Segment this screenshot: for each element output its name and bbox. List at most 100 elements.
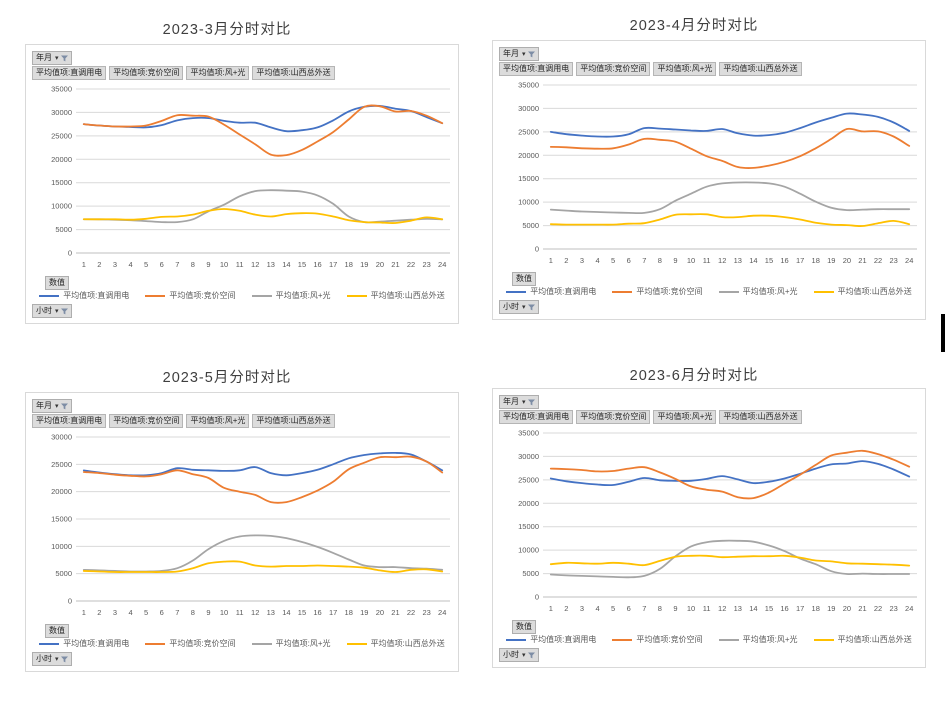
hour-filter-label: 小时	[36, 654, 52, 663]
value-field-button[interactable]: 平均值项:山西总外送	[719, 62, 802, 76]
svg-text:6: 6	[160, 608, 164, 617]
legend-label: 平均值项:风+光	[742, 287, 798, 296]
yearmonth-filter-button[interactable]: 年月 ▾	[499, 395, 539, 409]
value-field-button[interactable]: 平均值项:风+光	[653, 62, 717, 76]
svg-text:21: 21	[858, 256, 866, 265]
value-field-button[interactable]: 平均值项:直调用电	[32, 414, 107, 428]
svg-text:21: 21	[391, 608, 399, 617]
filter-funnel-icon	[527, 651, 535, 658]
svg-text:15000: 15000	[518, 522, 539, 531]
svg-text:14: 14	[749, 256, 757, 265]
legend-line-swatch	[718, 290, 739, 293]
svg-text:25000: 25000	[518, 127, 539, 136]
svg-text:5000: 5000	[522, 569, 539, 578]
filter-funnel-icon	[527, 398, 535, 405]
yearmonth-filter-label: 年月	[36, 53, 52, 62]
chart-legend: 平均值项:直调用电 平均值项:竞价空间 平均值项:风+光 平均值项:山西总外送	[26, 290, 458, 301]
value-field-button[interactable]: 平均值项:竞价空间	[109, 414, 184, 428]
svg-text:14: 14	[282, 608, 290, 617]
svg-text:35000: 35000	[51, 85, 72, 94]
legend-item: 平均值项:直调用电	[39, 638, 129, 649]
svg-text:18: 18	[812, 604, 820, 613]
legend-label: 平均值项:山西总外送	[370, 291, 445, 300]
hour-filter-label: 小时	[503, 650, 519, 659]
legend-item: 平均值项:风+光	[251, 290, 331, 301]
svg-text:10: 10	[687, 256, 695, 265]
yearmonth-filter-button[interactable]: 年月 ▾	[499, 47, 539, 61]
value-field-button[interactable]: 平均值项:山西总外送	[719, 410, 802, 424]
value-field-button[interactable]: 平均值项:竞价空间	[109, 66, 184, 80]
svg-text:17: 17	[329, 608, 337, 617]
chart-title-april: 2023-4月分时对比	[629, 18, 759, 34]
svg-text:4: 4	[595, 256, 599, 265]
hour-filter-label: 小时	[503, 302, 519, 311]
legend-line-swatch	[251, 294, 272, 297]
svg-text:7: 7	[642, 604, 646, 613]
svg-text:21: 21	[858, 604, 866, 613]
chart-title-march: 2023-3月分时对比	[162, 22, 292, 38]
value-field-button[interactable]: 平均值项:竞价空间	[576, 410, 651, 424]
legend-label: 平均值项:山西总外送	[837, 287, 912, 296]
dropdown-caret-icon: ▾	[55, 307, 59, 315]
svg-text:5: 5	[611, 604, 615, 613]
hour-filter-button[interactable]: 小时 ▾	[32, 652, 72, 666]
legend-item: 平均值项:竞价空间	[145, 638, 236, 649]
legend-line-swatch	[251, 642, 272, 645]
svg-text:12: 12	[718, 604, 726, 613]
value-field-button[interactable]: 平均值项:风+光	[653, 410, 717, 424]
value-field-button[interactable]: 平均值项:直调用电	[499, 62, 574, 76]
svg-text:6: 6	[627, 256, 631, 265]
svg-text:25000: 25000	[51, 460, 72, 469]
svg-text:20: 20	[843, 604, 851, 613]
hour-filter-button[interactable]: 小时 ▾	[499, 648, 539, 662]
svg-text:0: 0	[535, 593, 539, 602]
value-field-button[interactable]: 平均值项:竞价空间	[576, 62, 651, 76]
value-field-button[interactable]: 平均值项:风+光	[186, 414, 250, 428]
values-button[interactable]: 数值	[45, 624, 69, 638]
svg-text:9: 9	[673, 604, 677, 613]
svg-text:15000: 15000	[51, 178, 72, 187]
svg-text:2: 2	[97, 608, 101, 617]
value-field-button[interactable]: 平均值项:直调用电	[499, 410, 574, 424]
svg-text:16: 16	[780, 256, 788, 265]
yearmonth-filter-button[interactable]: 年月 ▾	[32, 51, 72, 65]
svg-text:17: 17	[329, 260, 337, 269]
value-field-button[interactable]: 平均值项:山西总外送	[252, 66, 335, 80]
svg-text:16: 16	[780, 604, 788, 613]
legend-label: 平均值项:直调用电	[63, 291, 130, 300]
svg-text:22: 22	[874, 604, 882, 613]
svg-text:18: 18	[345, 608, 353, 617]
svg-text:12: 12	[251, 260, 259, 269]
dropdown-caret-icon: ▾	[522, 50, 526, 58]
svg-text:0: 0	[68, 249, 72, 258]
value-field-button[interactable]: 平均值项:山西总外送	[252, 414, 335, 428]
value-field-button[interactable]: 平均值项:直调用电	[32, 66, 107, 80]
svg-text:14: 14	[749, 604, 757, 613]
filter-funnel-icon	[60, 307, 68, 314]
yearmonth-filter-button[interactable]: 年月 ▾	[32, 399, 72, 413]
legend-item: 平均值项:风+光	[251, 638, 331, 649]
legend-line-swatch	[39, 642, 60, 645]
svg-text:14: 14	[282, 260, 290, 269]
svg-text:7: 7	[642, 256, 646, 265]
svg-text:11: 11	[236, 608, 244, 617]
value-field-button-row: 平均值项:直调用电 平均值项:竞价空间 平均值项:风+光 平均值项:山西总外送	[499, 62, 802, 76]
value-field-button[interactable]: 平均值项:风+光	[186, 66, 250, 80]
svg-text:10: 10	[220, 608, 228, 617]
hour-filter-button[interactable]: 小时 ▾	[32, 304, 72, 318]
hour-filter-button[interactable]: 小时 ▾	[499, 300, 539, 314]
legend-line-swatch	[39, 294, 60, 297]
svg-text:13: 13	[734, 604, 742, 613]
svg-text:15: 15	[765, 604, 773, 613]
value-field-button-row: 平均值项:直调用电 平均值项:竞价空间 平均值项:风+光 平均值项:山西总外送	[32, 414, 335, 428]
svg-text:19: 19	[360, 608, 368, 617]
chart-legend: 平均值项:直调用电 平均值项:竞价空间 平均值项:风+光 平均值项:山西总外送	[493, 286, 925, 297]
legend-label: 平均值项:竞价空间	[169, 291, 236, 300]
svg-text:13: 13	[267, 608, 275, 617]
values-button[interactable]: 数值	[512, 620, 536, 634]
values-button[interactable]: 数值	[45, 276, 69, 290]
svg-text:8: 8	[658, 256, 662, 265]
svg-text:10000: 10000	[51, 202, 72, 211]
values-button[interactable]: 数值	[512, 272, 536, 286]
